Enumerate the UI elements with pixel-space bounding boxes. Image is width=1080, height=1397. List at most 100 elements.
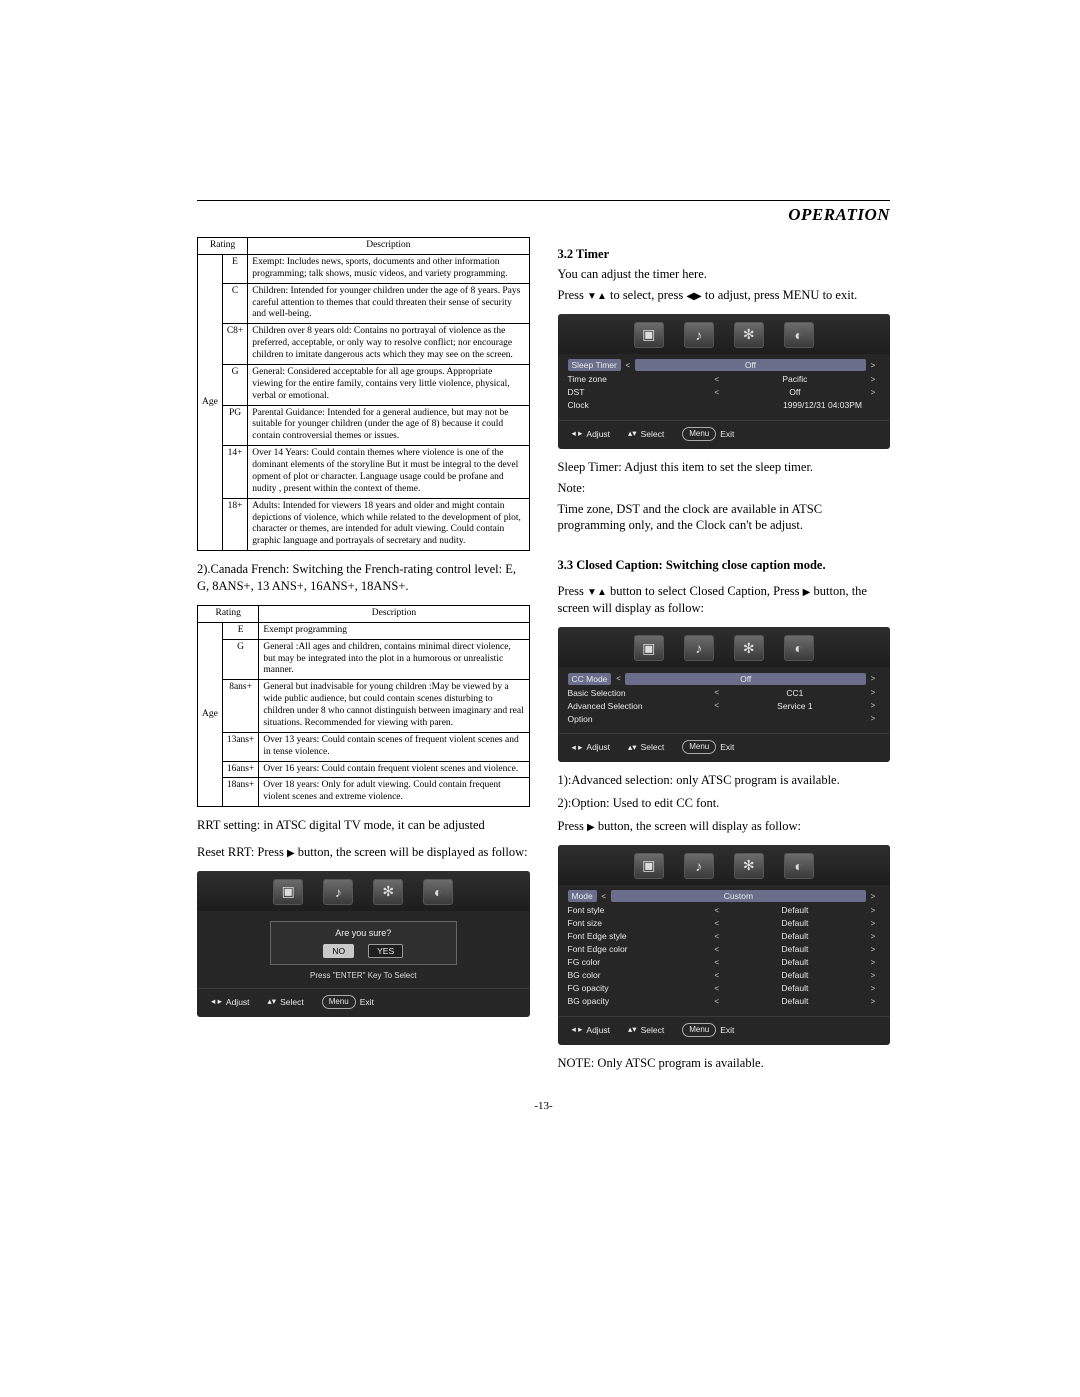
reset-rrt-text-a: Reset RRT: Press: [197, 845, 287, 859]
right-arrow-icon[interactable]: >: [866, 361, 880, 370]
menu-row-sleep-timer[interactable]: Sleep Timer < Off >: [568, 358, 881, 373]
right-arrow-icon[interactable]: >: [866, 945, 880, 954]
row-label: FG opacity: [568, 983, 710, 993]
osd-tab-icons: ▣ ♪ ✻ ◐: [197, 871, 530, 911]
right-arrow-icon[interactable]: >: [866, 906, 880, 915]
row-label: CC Mode: [568, 673, 612, 685]
confirm-no-button[interactable]: NO: [323, 944, 354, 958]
menu-row-dst[interactable]: DST < Off >: [568, 386, 881, 399]
right-arrow-icon[interactable]: >: [866, 958, 880, 967]
setup-icon[interactable]: ✻: [734, 635, 764, 661]
picture-icon[interactable]: ▣: [634, 635, 664, 661]
confirm-hint: Press "ENTER" Key To Select: [207, 971, 520, 980]
menu-button-icon[interactable]: Menu: [322, 995, 356, 1009]
right-arrow-icon[interactable]: >: [866, 714, 880, 723]
sound-icon[interactable]: ♪: [684, 322, 714, 348]
row-value: Default: [724, 970, 866, 980]
osd-timer: ▣ ♪ ✻ ◐ Sleep Timer < Off > Time zone <: [558, 314, 891, 449]
col-rating-header: Rating: [198, 605, 259, 622]
setup-icon[interactable]: ✻: [734, 853, 764, 879]
sound-icon[interactable]: ♪: [684, 635, 714, 661]
col-desc-header: Description: [259, 605, 529, 622]
picture-icon[interactable]: ▣: [634, 322, 664, 348]
confirm-yes-button[interactable]: YES: [368, 944, 403, 958]
menu-row-font-style[interactable]: Font style<Default>: [568, 904, 881, 917]
rating-desc: Children over 8 years old: Contains no p…: [248, 324, 529, 365]
left-right-icon: ◂ ▸: [211, 996, 222, 1007]
right-arrow-icon[interactable]: >: [866, 674, 880, 683]
menu-row-mode[interactable]: Mode<Custom>: [568, 889, 881, 904]
sound-icon[interactable]: ♪: [684, 853, 714, 879]
setup-icon[interactable]: ✻: [734, 322, 764, 348]
up-triangle-icon: ▲: [597, 291, 607, 302]
table-row: C8+Children over 8 years old: Contains n…: [198, 324, 530, 365]
menu-row-cc-mode[interactable]: CC Mode < Off >: [568, 671, 881, 686]
menu-row-option[interactable]: Option >: [568, 712, 881, 725]
right-arrow-icon[interactable]: >: [866, 984, 880, 993]
left-arrow-icon[interactable]: <: [597, 892, 611, 901]
menu-row-advanced-selection[interactable]: Advanced Selection < Service 1 >: [568, 699, 881, 712]
right-arrow-icon[interactable]: >: [866, 688, 880, 697]
menu-row-bg-opacity[interactable]: BG opacity<Default>: [568, 995, 881, 1008]
left-arrow-icon[interactable]: <: [710, 958, 724, 967]
left-arrow-icon[interactable]: <: [710, 701, 724, 710]
txt: button, the screen will display as follo…: [595, 819, 801, 833]
row-value: Custom: [611, 890, 866, 902]
row-label: Mode: [568, 890, 597, 902]
left-arrow-icon[interactable]: <: [710, 945, 724, 954]
page-header: OPERATION: [197, 205, 890, 225]
left-arrow-icon[interactable]: <: [710, 906, 724, 915]
menu-row-bg-color[interactable]: BG color<Default>: [568, 969, 881, 982]
right-arrow-icon[interactable]: >: [866, 892, 880, 901]
right-arrow-icon[interactable]: >: [866, 701, 880, 710]
osd-footer: ◂ ▸Adjust ▴▾Select MenuExit: [558, 420, 891, 449]
menu-row-basic-selection[interactable]: Basic Selection < CC1 >: [568, 686, 881, 699]
right-column: 3.2 Timer You can adjust the timer here.…: [558, 237, 891, 1082]
setup-icon[interactable]: ✻: [373, 879, 403, 905]
menu-row-font-edge-style[interactable]: Font Edge style<Default>: [568, 930, 881, 943]
right-arrow-icon[interactable]: >: [866, 919, 880, 928]
menu-row-fg-color[interactable]: FG color<Default>: [568, 956, 881, 969]
right-arrow-icon[interactable]: >: [866, 388, 880, 397]
menu-row-font-size[interactable]: Font size<Default>: [568, 917, 881, 930]
left-arrow-icon[interactable]: <: [710, 971, 724, 980]
menu-row-timezone[interactable]: Time zone < Pacific >: [568, 373, 881, 386]
time-icon[interactable]: ◐: [784, 322, 814, 348]
time-icon[interactable]: ◐: [423, 879, 453, 905]
picture-icon[interactable]: ▣: [273, 879, 303, 905]
menu-button-icon[interactable]: Menu: [682, 427, 716, 441]
option-note: 2):Option: Used to edit CC font.: [558, 795, 891, 812]
menu-row-fg-opacity[interactable]: FG opacity<Default>: [568, 982, 881, 995]
left-arrow-icon[interactable]: <: [710, 375, 724, 384]
left-arrow-icon[interactable]: <: [710, 984, 724, 993]
osd-body: Mode<Custom>Font style<Default>Font size…: [558, 885, 891, 1016]
right-arrow-icon[interactable]: >: [866, 997, 880, 1006]
left-arrow-icon[interactable]: <: [710, 919, 724, 928]
left-arrow-icon[interactable]: <: [621, 361, 635, 370]
menu-row-font-edge-color[interactable]: Font Edge color<Default>: [568, 943, 881, 956]
table-row: PGParental Guidance: Intended for a gene…: [198, 405, 530, 446]
menu-row-clock: Clock 1999/12/31 04:03PM: [568, 399, 881, 412]
menu-button-icon[interactable]: Menu: [682, 740, 716, 754]
right-arrow-icon[interactable]: >: [866, 932, 880, 941]
left-arrow-icon[interactable]: <: [710, 932, 724, 941]
left-arrow-icon[interactable]: <: [710, 997, 724, 1006]
exit-label: Exit: [720, 1025, 734, 1035]
canada-french-rating-table: Rating Description Age E Exempt programm…: [197, 605, 530, 807]
right-arrow-icon[interactable]: >: [866, 375, 880, 384]
left-arrow-icon[interactable]: <: [611, 674, 625, 683]
time-icon[interactable]: ◐: [784, 853, 814, 879]
rating-code: 13ans+: [222, 732, 259, 761]
picture-icon[interactable]: ▣: [634, 853, 664, 879]
right-triangle-icon: ▶: [587, 822, 595, 833]
right-arrow-icon[interactable]: >: [866, 971, 880, 980]
rating-desc: General: Considered acceptable for all a…: [248, 364, 529, 405]
time-icon[interactable]: ◐: [784, 635, 814, 661]
row-label: BG color: [568, 970, 710, 980]
sound-icon[interactable]: ♪: [323, 879, 353, 905]
left-arrow-icon[interactable]: <: [710, 688, 724, 697]
timer-intro: You can adjust the timer here.: [558, 266, 891, 283]
menu-button-icon[interactable]: Menu: [682, 1023, 716, 1037]
left-arrow-icon[interactable]: <: [710, 388, 724, 397]
row-value: Off: [724, 387, 866, 397]
